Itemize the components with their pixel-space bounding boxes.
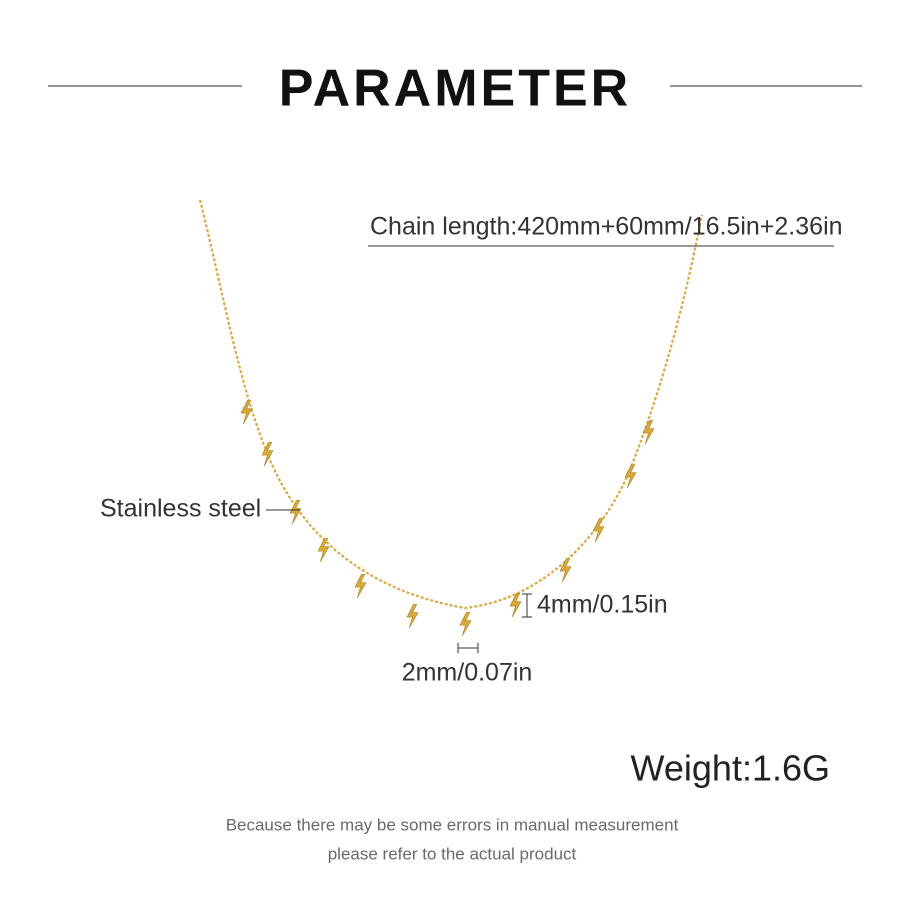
title: PARAMETER: [279, 60, 631, 118]
charm-height-label: 4mm/0.15in: [537, 591, 668, 619]
weight-label: Weight:1.6G: [631, 748, 830, 789]
footer-note: please refer to the actual product: [328, 844, 577, 863]
chain-length-label: Chain length:420mm+60mm/16.5in+2.36in: [370, 213, 843, 241]
footer-note: Because there may be some errors in manu…: [226, 815, 679, 834]
material-label: Stainless steel: [100, 495, 261, 523]
height-bracket: [522, 593, 532, 618]
width-bracket: [457, 643, 479, 653]
chain: [198, 199, 704, 610]
charm-width-label: 2mm/0.07in: [402, 659, 533, 687]
